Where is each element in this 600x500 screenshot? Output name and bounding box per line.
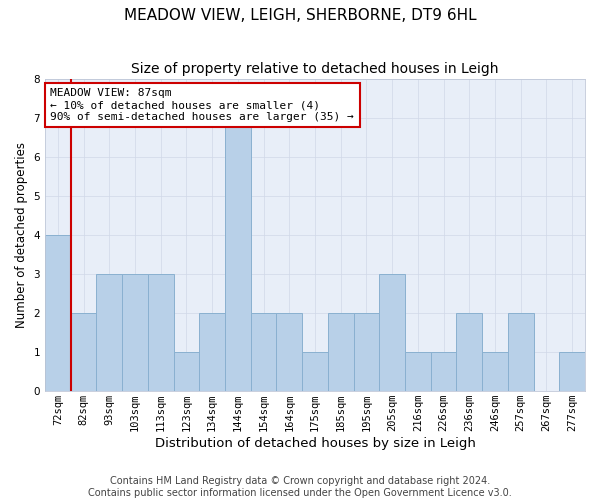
Bar — [353, 313, 379, 391]
Title: Size of property relative to detached houses in Leigh: Size of property relative to detached ho… — [131, 62, 499, 76]
Bar — [328, 313, 353, 391]
Bar — [405, 352, 431, 391]
Bar — [302, 352, 328, 391]
Bar — [277, 313, 302, 391]
Bar — [173, 352, 199, 391]
Text: Contains HM Land Registry data © Crown copyright and database right 2024.
Contai: Contains HM Land Registry data © Crown c… — [88, 476, 512, 498]
Bar — [251, 313, 277, 391]
Bar — [122, 274, 148, 391]
X-axis label: Distribution of detached houses by size in Leigh: Distribution of detached houses by size … — [155, 437, 475, 450]
Bar — [457, 313, 482, 391]
Bar — [45, 235, 71, 391]
Bar — [559, 352, 585, 391]
Bar — [508, 313, 533, 391]
Text: MEADOW VIEW, LEIGH, SHERBORNE, DT9 6HL: MEADOW VIEW, LEIGH, SHERBORNE, DT9 6HL — [124, 8, 476, 22]
Bar — [71, 313, 97, 391]
Text: MEADOW VIEW: 87sqm
← 10% of detached houses are smaller (4)
90% of semi-detached: MEADOW VIEW: 87sqm ← 10% of detached hou… — [50, 88, 354, 122]
Bar — [482, 352, 508, 391]
Bar — [225, 118, 251, 391]
Bar — [431, 352, 457, 391]
Bar — [97, 274, 122, 391]
Bar — [379, 274, 405, 391]
Y-axis label: Number of detached properties: Number of detached properties — [15, 142, 28, 328]
Bar — [148, 274, 173, 391]
Bar — [199, 313, 225, 391]
